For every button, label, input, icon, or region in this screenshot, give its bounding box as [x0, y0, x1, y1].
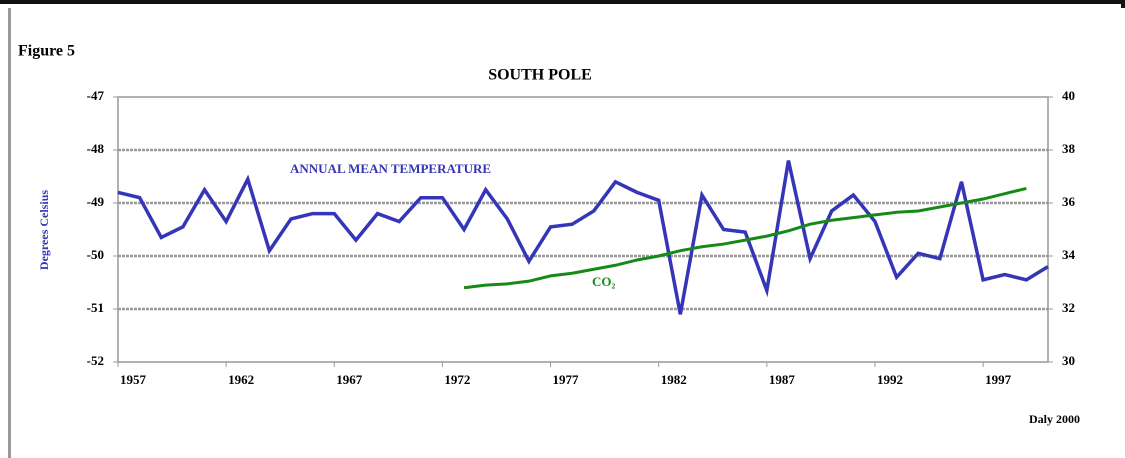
frame-corner — [1121, 0, 1125, 8]
y2-tick-label: 34 — [1062, 247, 1076, 262]
y-tick-label: -48 — [87, 141, 105, 156]
y-tick-label: -50 — [87, 247, 104, 262]
y2-tick-label: 38 — [1062, 141, 1076, 156]
y2-tick-label: 36 — [1062, 194, 1076, 209]
credit: Daly 2000 — [1029, 412, 1080, 426]
x-tick-label: 1972 — [444, 372, 470, 387]
frame-left — [8, 8, 11, 458]
figure-label: Figure 5 — [18, 43, 75, 60]
x-tick-label: 1992 — [877, 372, 903, 387]
x-tick-label: 1982 — [661, 372, 687, 387]
x-tick-label: 1962 — [228, 372, 254, 387]
series-line — [463, 186, 1027, 290]
x-tick-label: 1977 — [553, 372, 580, 387]
x-tick-label: 1957 — [120, 372, 147, 387]
y-tick-label: -51 — [87, 300, 104, 315]
x-tick-label: 1987 — [769, 372, 796, 387]
plot-area — [117, 96, 1049, 363]
frame-top — [0, 0, 1125, 4]
y2-tick-label: 40 — [1062, 88, 1075, 103]
y-axis-label: Degrees Celsius — [37, 190, 51, 270]
y-tick-label: -47 — [87, 88, 105, 103]
x-tick-label: 1967 — [336, 372, 363, 387]
y2-tick-label: 32 — [1062, 300, 1075, 315]
series-label: CO₂ — [592, 274, 616, 289]
y-tick-label: -49 — [87, 194, 105, 209]
series-label: ANNUAL MEAN TEMPERATURE — [290, 161, 491, 176]
x-tick-label: 1997 — [985, 372, 1012, 387]
chart-title: SOUTH POLE — [488, 67, 592, 84]
series-line — [117, 160, 1049, 315]
y-tick-label: -52 — [87, 353, 104, 368]
y2-tick-label: 30 — [1062, 353, 1075, 368]
